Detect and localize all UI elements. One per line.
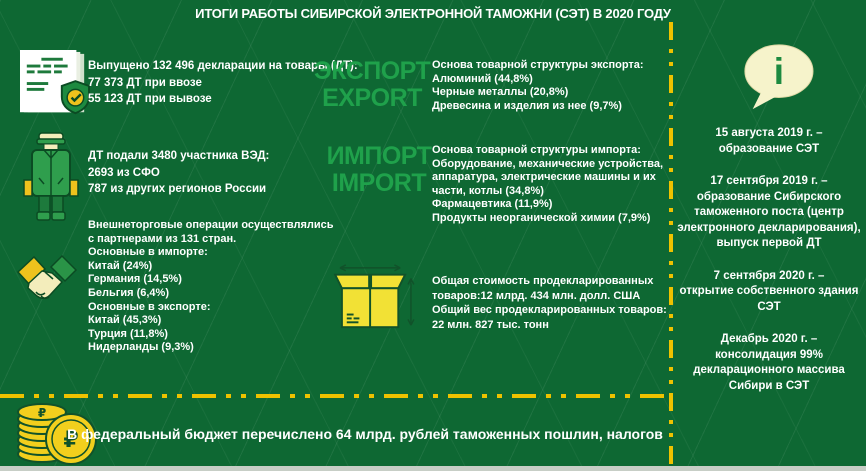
cargo-stats-line: 22 млн. 827 тыс. тонн — [432, 318, 549, 331]
import-structure-line: аппаратура, электрические машины и их — [432, 171, 656, 184]
horizontal-dashed-divider — [0, 394, 667, 398]
participants-line: 787 из других регионов России — [88, 183, 267, 195]
ruble-coins-icon: ₽ ₽ — [12, 394, 100, 466]
timeline-event-desc: образование СЭТ — [718, 142, 820, 155]
participants-line: ДТ подали 3480 участника ВЭД: — [88, 150, 270, 162]
timeline-event: 15 августа 2019 г. – образование СЭТ — [674, 126, 864, 157]
cargo-stats-text: Общая стоимость продекларированных товар… — [432, 274, 667, 332]
declarations-line: 55 123 ДТ при вывозе — [88, 93, 212, 105]
declarations-text: Выпущено 132 496 декларации на товары (Д… — [88, 58, 358, 108]
import-partners-header: Основные в импорте: — [88, 246, 208, 259]
ruble-sign-small: ₽ — [38, 406, 46, 420]
import-structure-line: Оборудование, механические устройства, — [432, 157, 664, 170]
trade-intro-line: с партнерами из 131 стран. — [88, 232, 237, 245]
export-structure-text: Основа товарной структуры экспорта: Алюм… — [432, 59, 644, 113]
export-partner: Турция (11,8%) — [88, 327, 168, 340]
info-speech-bubble-icon: i — [738, 42, 816, 114]
handshake-icon — [14, 252, 80, 310]
timeline-event-desc: консолидация 99% декларационного массива… — [693, 348, 845, 392]
bottom-strip — [0, 466, 866, 471]
export-watermark-label: ЭКСПОРТ EXPORT — [314, 57, 431, 112]
import-structure-line: части, котлы (34,8%) — [432, 184, 544, 197]
vertical-dashed-divider — [669, 22, 673, 466]
import-partner: Китай (24%) — [88, 259, 153, 272]
import-partner: Германия (14,5%) — [88, 273, 182, 286]
participants-line: 2693 из СФО — [88, 166, 160, 179]
timeline-event-date: 15 августа 2019 г. – — [715, 127, 823, 139]
budget-footer-text: В федеральный бюджет перечислено 64 млрд… — [67, 426, 663, 442]
export-structure-line: Основа товарной структуры экспорта: — [432, 59, 644, 71]
ruble-sign-large: ₽ — [63, 428, 78, 453]
export-partner: Китай (45,3%) — [88, 314, 162, 327]
export-structure-line: Черные металлы (20,8%) — [432, 86, 569, 99]
declarations-line: 77 373 ДТ при ввозе — [88, 76, 202, 89]
export-partners-header: Основные в экспорте: — [88, 300, 211, 313]
import-structure-text: Основа товарной структуры импорта: Обору… — [432, 144, 663, 226]
import-partner: Бельгия (6,4%) — [88, 286, 169, 299]
import-label-en: IMPORT — [331, 169, 427, 197]
cargo-stats-line: Общий вес продекларированных товаров: — [432, 304, 667, 316]
trade-partners-text: Внешнеторговые операции осуществлялись с… — [88, 219, 334, 355]
export-structure-line: Древесина и изделия из нее (9,7%) — [432, 99, 622, 112]
customs-officer-icon — [20, 132, 82, 226]
timeline-event-date: 17 сентября 2019 г. – — [710, 175, 828, 187]
timeline-event-desc: открытие собственного здания СЭТ — [679, 285, 859, 313]
timeline-event-desc: образование Сибирского таможенного поста… — [677, 190, 861, 250]
export-label-ru: ЭКСПОРТ — [314, 57, 431, 85]
timeline-event: Декабрь 2020 г. – консолидация 99% декла… — [674, 332, 864, 394]
page-title: ИТОГИ РАБОТЫ СИБИРСКОЙ ЭЛЕКТРОННОЙ ТАМОЖ… — [195, 6, 671, 21]
import-structure-line: Продукты неорганической химии (7,9%) — [432, 211, 651, 224]
export-partner: Нидерланды (9,3%) — [88, 341, 194, 354]
import-label-ru: ИМПОРТ — [326, 142, 432, 170]
timeline: 15 августа 2019 г. – образование СЭТ 17 … — [674, 126, 864, 411]
import-watermark-label: ИМПОРТ IMPORT — [321, 143, 437, 197]
timeline-event-date: Декабрь 2020 г. – — [720, 333, 818, 345]
import-structure-line: Фармацевтика (11,9%) — [432, 198, 553, 211]
timeline-event: 17 сентября 2019 г. – образование Сибирс… — [674, 174, 864, 252]
cargo-stats-line: Общая стоимость продекларированных — [432, 275, 654, 287]
export-label-en: EXPORT — [322, 84, 422, 112]
export-structure-line: Алюминий (44,8%) — [432, 72, 533, 85]
cargo-stats-line: товаров:12 млрд. 434 млн. долл. США — [432, 289, 641, 302]
cargo-box-icon — [332, 263, 416, 333]
participants-text: ДТ подали 3480 участника ВЭД: 2693 из СФ… — [88, 148, 269, 198]
declaration-document-icon — [14, 50, 96, 120]
declarations-line: Выпущено 132 496 декларации на товары (Д… — [88, 60, 358, 72]
import-structure-line: Основа товарной структуры импорта: — [432, 144, 641, 156]
timeline-event: 7 сентября 2020 г. – открытие собственно… — [674, 269, 864, 316]
trade-intro-line: Внешнеторговые операции осуществлялись — [88, 219, 334, 231]
info-icon: i — [774, 51, 784, 92]
timeline-event-date: 7 сентября 2020 г. – — [713, 269, 825, 282]
